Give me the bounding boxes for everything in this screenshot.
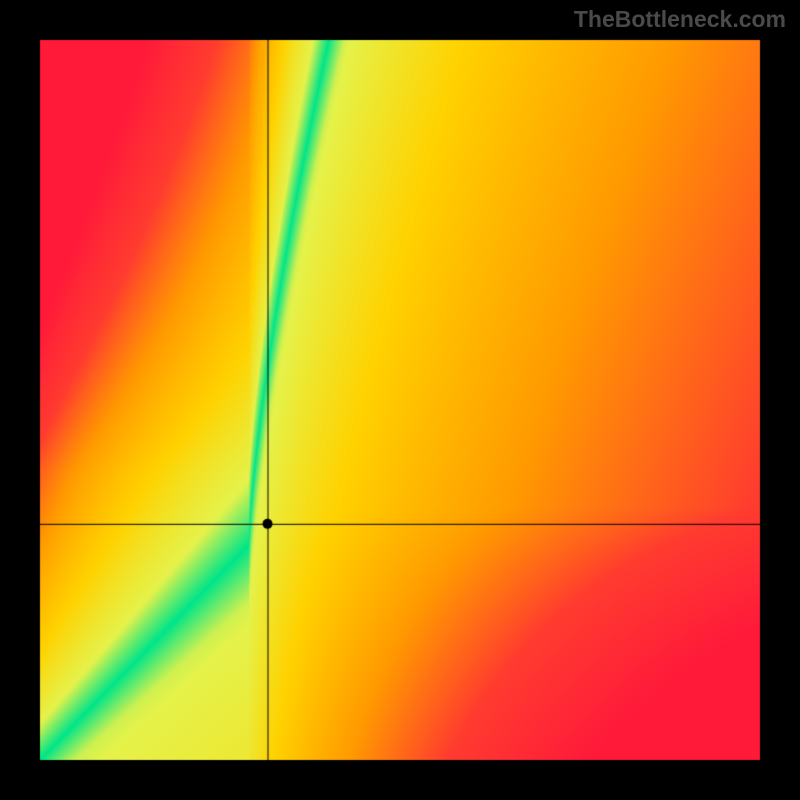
- bottleneck-heatmap: [0, 0, 800, 800]
- watermark-text: TheBottleneck.com: [574, 6, 786, 33]
